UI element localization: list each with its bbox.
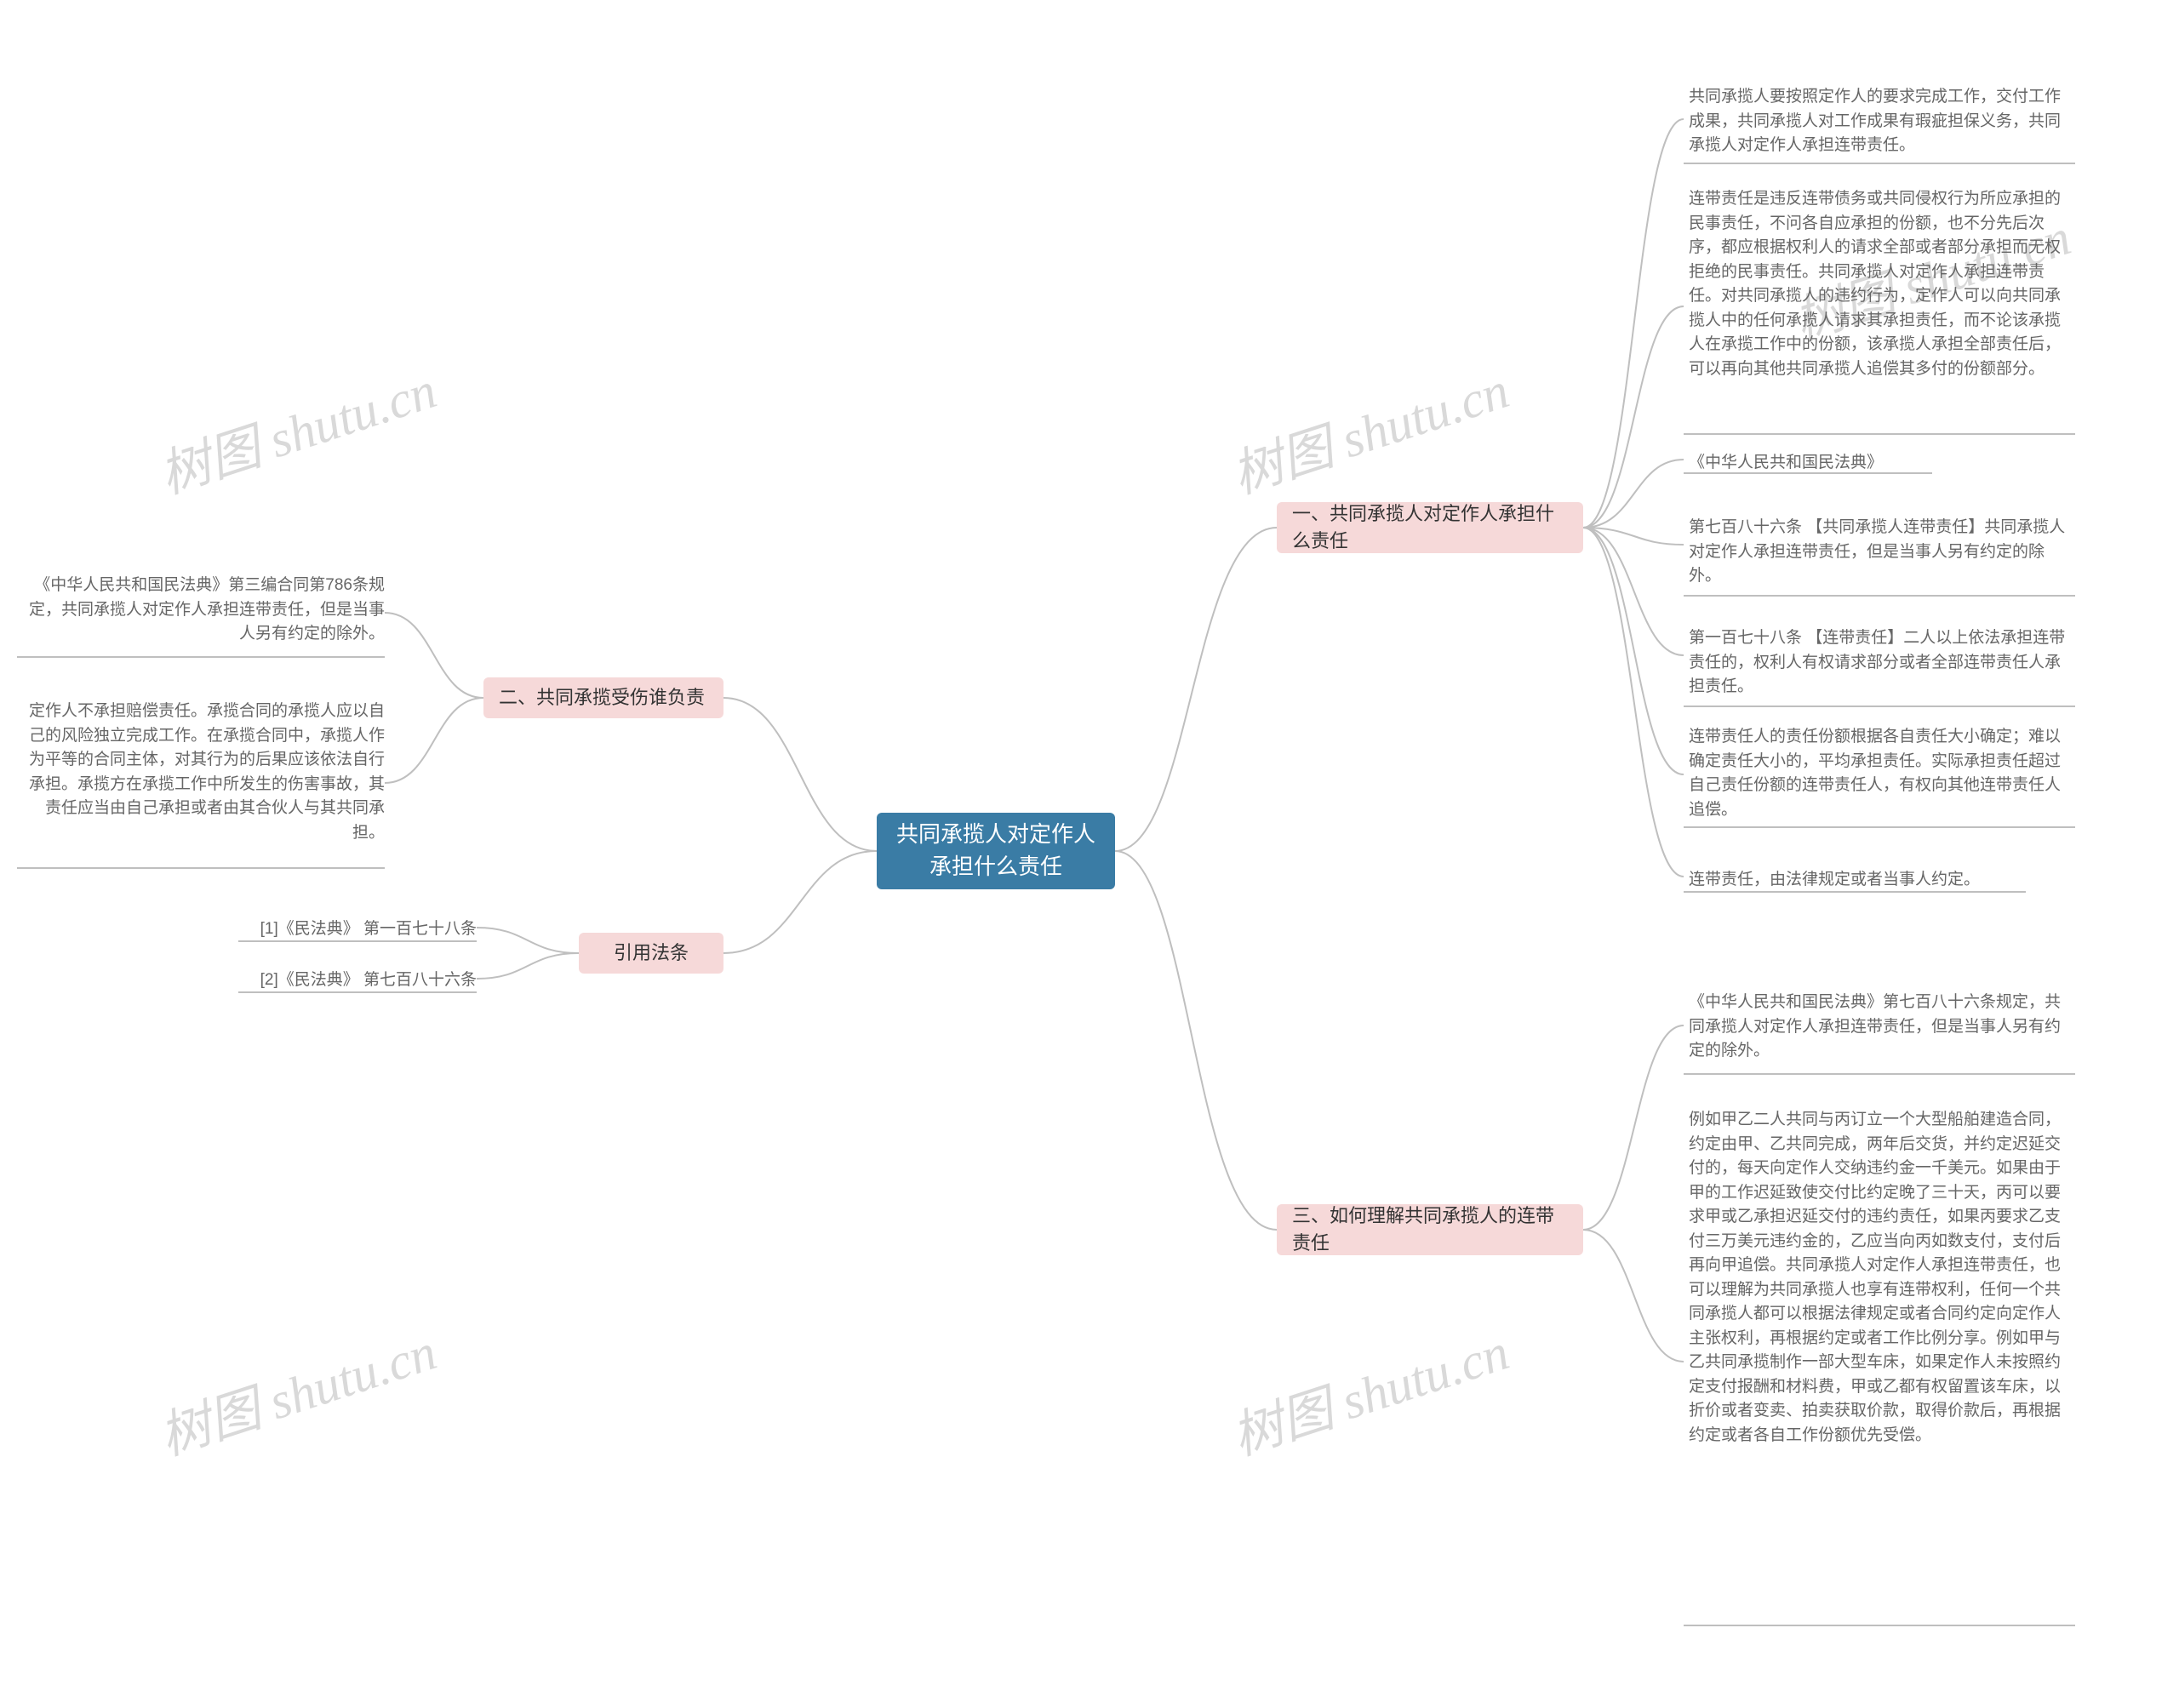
watermark: 树图 shutu.cn (1221, 1311, 1517, 1470)
leaf-b1-5: 第一百七十八条 【连带责任】二人以上依法承担连带责任的，权利人有权请求部分或者全… (1689, 625, 2075, 701)
leaf-b4-1: [1]《民法典》 第一百七十八条 (238, 916, 477, 944)
leaf-b1-7: 连带责任，由法律规定或者当事人约定。 (1689, 866, 2046, 894)
watermark: 树图 shutu.cn (149, 1311, 444, 1470)
leaf-b2-2: 定作人不承担赔偿责任。承揽合同的承揽人应以自己的风险独立完成工作。在承揽合同中，… (17, 698, 385, 847)
leaf-b4-2: [2]《民法典》 第七百八十六条 (238, 967, 477, 995)
branch-node-1: 一、共同承揽人对定作人承担什么责任 (1277, 502, 1583, 553)
leaf-b3-2: 例如甲乙二人共同与丙订立一个大型船舶建造合同，约定由甲、乙共同完成，两年后交货，… (1689, 1106, 2075, 1449)
branch-node-2: 二、共同承揽受伤谁负责 (483, 677, 723, 718)
leaf-b1-4: 第七百八十六条 【共同承揽人连带责任】共同承揽人对定作人承担连带责任，但是当事人… (1689, 514, 2075, 591)
leaf-b1-2: 连带责任是违反连带债务或共同侵权行为所应承担的民事责任，不问各自应承担的份额，也… (1689, 186, 2075, 383)
branch-node-4: 引用法条 (579, 933, 723, 974)
root-node: 共同承揽人对定作人承担什么责任 (877, 813, 1115, 889)
leaf-b1-6: 连带责任人的责任份额根据各自责任大小确定；难以确定责任大小的，平均承担责任。实际… (1689, 723, 2075, 824)
leaf-b1-1: 共同承揽人要按照定作人的要求完成工作，交付工作成果，共同承揽人对工作成果有瑕疵担… (1689, 83, 2075, 160)
branch-node-3: 三、如何理解共同承揽人的连带责任 (1277, 1204, 1583, 1255)
watermark: 树图 shutu.cn (1221, 349, 1517, 508)
watermark: 树图 shutu.cn (149, 349, 444, 508)
leaf-b3-1: 《中华人民共和国民法典》第七百八十六条规定，共同承揽人对定作人承担连带责任，但是… (1689, 989, 2075, 1065)
leaf-b2-1: 《中华人民共和国民法典》第三编合同第786条规定，共同承揽人对定作人承担连带责任… (17, 572, 385, 648)
leaf-b1-3: 《中华人民共和国民法典》 (1689, 449, 1944, 477)
